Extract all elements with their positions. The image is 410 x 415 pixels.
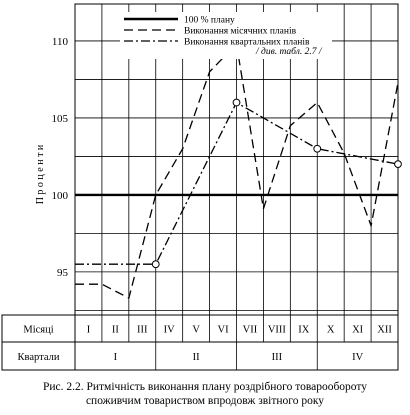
y-tick-label: 100 [52, 190, 69, 202]
quarter-tick-label: IV [352, 352, 363, 363]
legend-label-2: Виконання місячних планів [184, 27, 297, 37]
month-tick-label: II [112, 325, 119, 336]
quarter-tick-label: I [114, 352, 118, 363]
month-tick-label: XII [377, 325, 392, 336]
month-tick-label: I [87, 325, 91, 336]
caption-line-1: Рис. 2.2. Ритмічність виконання плану ро… [42, 381, 368, 393]
figure-caption: Рис. 2.2. Ритмічність виконання плану ро… [0, 380, 410, 408]
quarter-tick-label: II [193, 352, 200, 363]
month-tick-label: IV [164, 325, 175, 336]
month-tick-label: VI [217, 325, 229, 336]
month-tick-label: X [327, 325, 335, 336]
series-lines [75, 42, 402, 300]
y-tick-label: 95 [57, 267, 69, 279]
quarter-tick-label: III [272, 352, 283, 363]
month-tick-label: III [137, 325, 148, 336]
y-axis-label: П р о ц е н т и [35, 144, 46, 204]
series-point-marker [151, 260, 160, 269]
series-point-marker [313, 144, 322, 153]
y-tick-label: 105 [52, 113, 69, 125]
legend-label-1: 100 % плану [184, 16, 235, 26]
month-tick-label: V [192, 325, 200, 336]
month-tick-label: VII [243, 325, 258, 336]
y-tick-label: 110 [52, 36, 69, 48]
y-axis: 95 100 105 110 П р о ц е н т и [35, 36, 69, 279]
series-point-marker [232, 98, 241, 107]
month-tick-label: IX [298, 325, 309, 336]
legend-label-3: Виконання квартальних планів [184, 38, 310, 48]
months-row-label: Місяці [23, 325, 53, 336]
month-tick-label: XI [352, 325, 364, 336]
month-tick-label: VIII [268, 325, 287, 336]
legend-label-suffix: / див. табл. 2.7 / [255, 46, 323, 57]
quarters-row-label: Квартали [18, 352, 60, 363]
caption-line-2: споживчим товариством впродовж звітного … [85, 395, 325, 407]
series-point-marker [394, 160, 402, 169]
